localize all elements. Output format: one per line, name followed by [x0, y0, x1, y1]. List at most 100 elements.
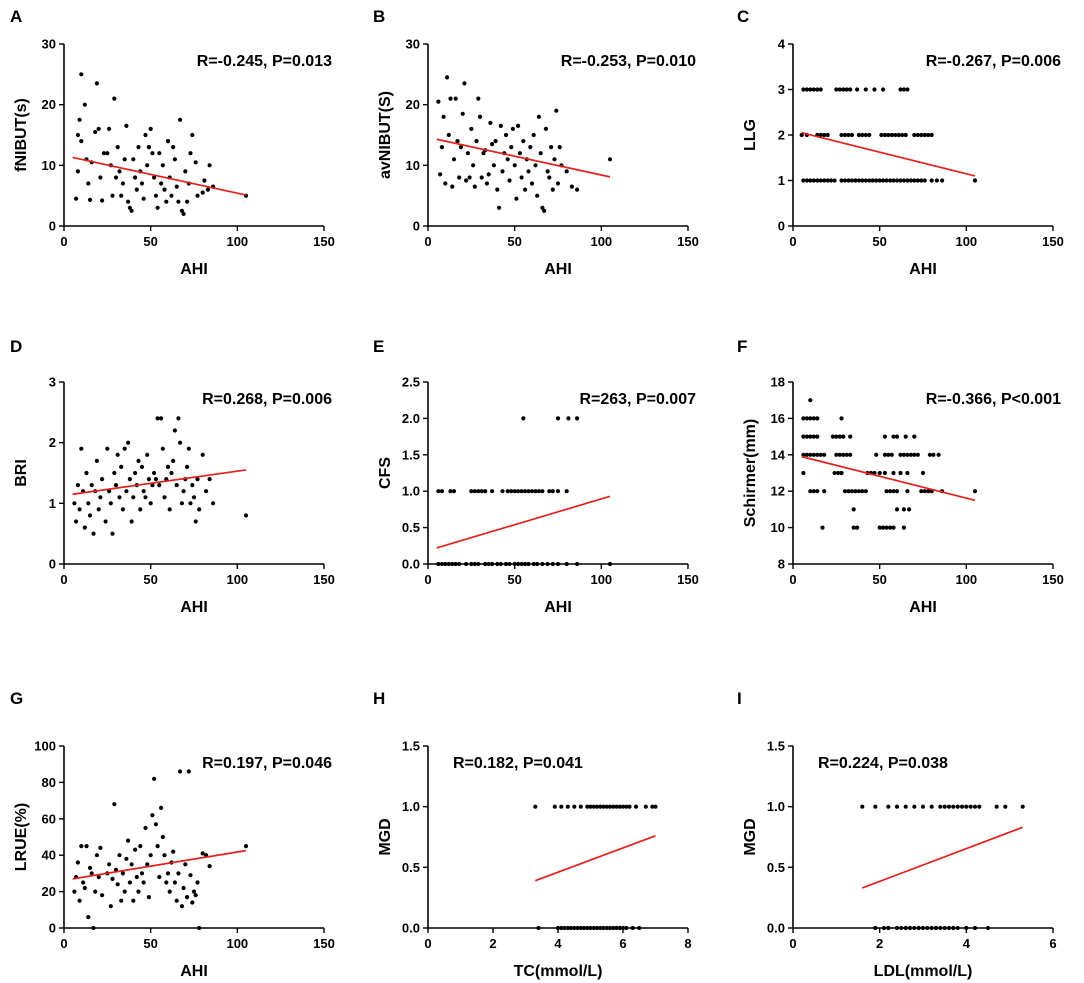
- data-point: [650, 804, 655, 809]
- data-point: [604, 804, 609, 809]
- data-point: [540, 561, 545, 567]
- data-point: [100, 893, 105, 898]
- data-point: [107, 489, 112, 494]
- data-point: [938, 925, 943, 931]
- data-point: [119, 898, 124, 903]
- data-point: [133, 175, 138, 180]
- data-point: [188, 873, 193, 878]
- data-point: [853, 178, 858, 183]
- y-tick-label: 2.0: [402, 411, 420, 426]
- data-point: [900, 132, 905, 138]
- data-point: [174, 898, 179, 903]
- regression-line: [801, 131, 976, 177]
- data-point: [159, 181, 164, 186]
- x-tick-label: 150: [1042, 572, 1064, 587]
- x-tick-label: 50: [872, 572, 886, 587]
- data-point: [915, 132, 920, 138]
- data-point: [818, 87, 823, 92]
- data-point: [162, 187, 167, 192]
- data-point: [907, 507, 912, 512]
- data-point: [446, 132, 451, 138]
- y-tick-label: 16: [771, 411, 785, 426]
- data-point: [510, 126, 515, 131]
- y-tick-label: 0.0: [402, 557, 420, 572]
- data-point: [519, 489, 524, 494]
- data-point: [490, 489, 495, 494]
- data-point: [75, 132, 80, 138]
- data-point: [903, 434, 908, 439]
- data-point: [131, 157, 136, 162]
- data-point: [529, 181, 535, 186]
- data-point: [834, 434, 839, 439]
- data-point: [136, 889, 141, 894]
- data-point: [176, 416, 181, 421]
- data-point: [453, 96, 458, 101]
- data-point: [436, 489, 441, 494]
- data-point: [842, 178, 848, 183]
- x-axis-title: AHI: [544, 261, 572, 278]
- data-point: [912, 178, 917, 183]
- data-point: [964, 925, 969, 931]
- data-point: [877, 178, 882, 183]
- data-point: [439, 145, 444, 150]
- data-point: [486, 561, 491, 567]
- data-point: [129, 208, 134, 213]
- data-point: [822, 452, 827, 457]
- data-point: [100, 477, 105, 482]
- data-point: [891, 489, 896, 494]
- data-point: [927, 452, 933, 457]
- data-point: [585, 925, 590, 931]
- data-point: [804, 87, 810, 92]
- y-tick-label: 8: [778, 557, 785, 572]
- data-point: [505, 157, 510, 162]
- data-point: [146, 477, 151, 482]
- data-point: [457, 175, 462, 180]
- x-tick-label: 100: [590, 234, 612, 249]
- data-point: [804, 416, 810, 421]
- data-point: [856, 132, 862, 138]
- y-axis-title: CFS: [377, 457, 394, 489]
- data-point: [901, 178, 907, 183]
- data-point: [476, 489, 481, 494]
- data-point: [829, 178, 834, 183]
- data-point: [912, 132, 917, 138]
- data-point: [888, 489, 893, 494]
- data-point: [881, 87, 886, 92]
- y-tick-label: 1.5: [767, 739, 785, 754]
- data-point: [545, 561, 550, 567]
- data-point: [955, 925, 960, 931]
- panel-e: E 0.0 0.5 1.0 1.5 2.0 2.5 0 50 100 150 AHI CFS R=263,…: [373, 337, 699, 616]
- data-point: [601, 925, 606, 931]
- data-point: [624, 804, 629, 809]
- data-point: [197, 925, 202, 931]
- data-point: [141, 196, 146, 201]
- data-point: [138, 507, 143, 512]
- data-point: [131, 898, 136, 903]
- data-point: [124, 123, 129, 128]
- data-point: [972, 925, 978, 931]
- panel-i: I 0.0 0.5 1.0 1.5 0 2 4 6 LDL(mmol/L) MGD R=0.224, …: [737, 689, 1057, 980]
- data-point: [505, 489, 510, 494]
- data-point: [113, 175, 119, 180]
- data-point: [96, 126, 101, 131]
- data-point: [547, 489, 552, 494]
- data-point: [528, 145, 533, 150]
- data-point: [171, 145, 176, 150]
- data-point: [127, 880, 132, 885]
- data-point: [908, 452, 914, 457]
- data-point: [936, 452, 941, 457]
- data-point: [159, 805, 164, 811]
- data-point: [179, 904, 184, 909]
- data-point: [839, 132, 844, 138]
- data-point: [146, 895, 151, 900]
- data-point: [855, 87, 860, 92]
- data-point: [837, 87, 842, 92]
- data-point: [825, 178, 830, 183]
- data-point: [172, 157, 177, 162]
- data-point: [497, 205, 502, 210]
- panel-letter: B: [373, 7, 385, 26]
- x-axis-title: AHI: [180, 261, 208, 278]
- data-point: [894, 434, 900, 439]
- data-point: [907, 925, 913, 931]
- data-point: [547, 175, 552, 180]
